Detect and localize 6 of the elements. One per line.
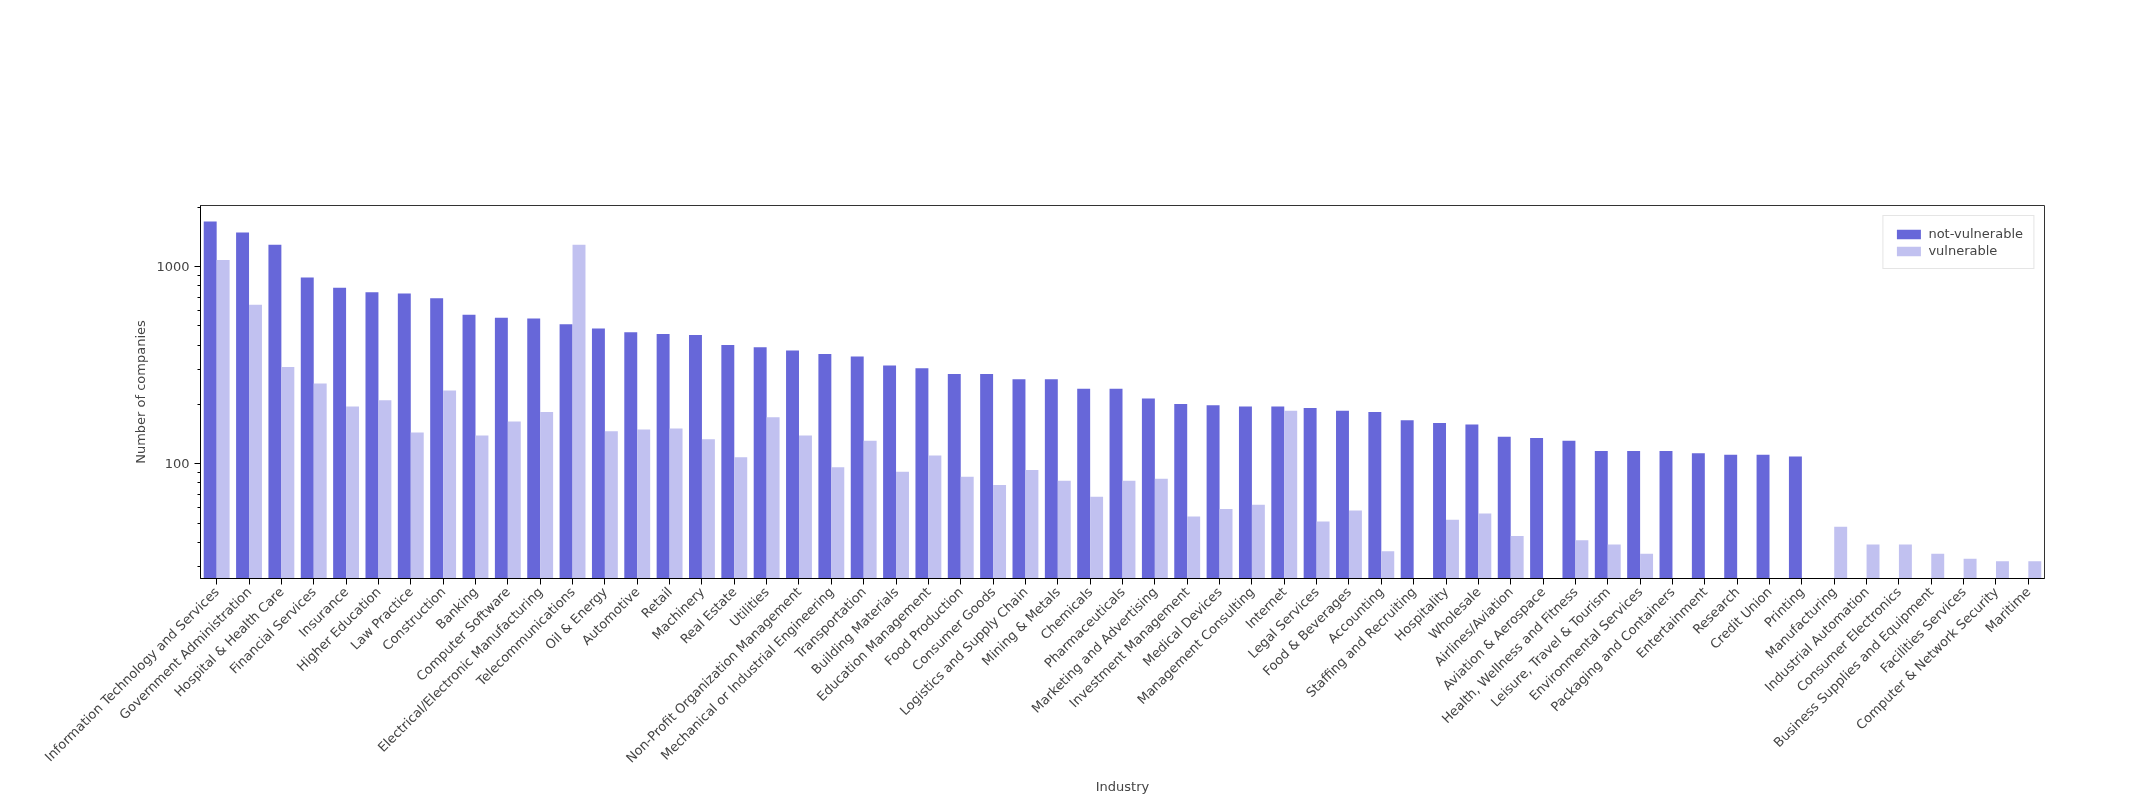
x-axis-title: Industry (1095, 778, 1150, 794)
y-axis-title: Number of companies (133, 319, 149, 464)
legend-label: not-vulnerable (1928, 226, 2023, 241)
y-tick-label: 1000 (156, 259, 190, 275)
y-tick-label: 100 (164, 456, 190, 472)
legend-label: vulnerable (1928, 243, 1998, 258)
